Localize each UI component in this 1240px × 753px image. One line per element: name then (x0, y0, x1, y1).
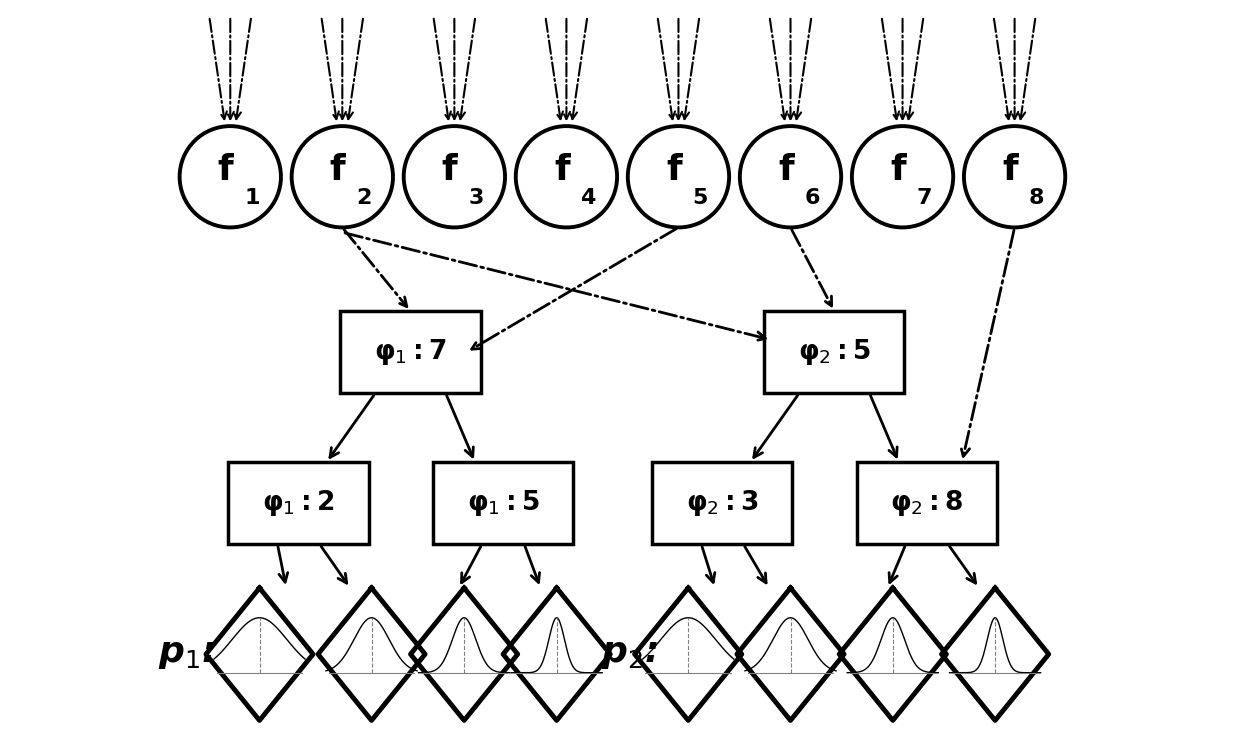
Text: $\mathbf{6}$: $\mathbf{6}$ (804, 187, 820, 209)
Text: $\mathbf{8}$: $\mathbf{8}$ (1028, 187, 1044, 209)
Bar (652, 462, 792, 544)
Text: $\mathbf{f}$: $\mathbf{f}$ (889, 153, 908, 187)
Bar (433, 462, 573, 544)
Polygon shape (737, 588, 844, 721)
Bar (340, 311, 481, 393)
Text: $\boldsymbol{p}_1$:: $\boldsymbol{p}_1$: (157, 637, 215, 671)
Text: $\mathbf{7}$: $\mathbf{7}$ (916, 187, 932, 209)
Polygon shape (503, 588, 610, 721)
Text: $\boldsymbol{\varphi}_2\mathbf{:8}$: $\boldsymbol{\varphi}_2\mathbf{:8}$ (890, 488, 963, 518)
Text: $\boldsymbol{\varphi}_1\mathbf{:5}$: $\boldsymbol{\varphi}_1\mathbf{:5}$ (466, 488, 539, 518)
Text: $\mathbf{3}$: $\mathbf{3}$ (467, 187, 484, 209)
Text: $\boldsymbol{\varphi}_2\mathbf{:3}$: $\boldsymbol{\varphi}_2\mathbf{:3}$ (686, 488, 759, 518)
Text: $\mathbf{2}$: $\mathbf{2}$ (356, 187, 372, 209)
Text: $\boldsymbol{\varphi}_1\mathbf{:7}$: $\boldsymbol{\varphi}_1\mathbf{:7}$ (374, 337, 446, 367)
Bar (228, 462, 368, 544)
Text: $\mathbf{1}$: $\mathbf{1}$ (244, 187, 259, 209)
Text: $\mathbf{f}$: $\mathbf{f}$ (666, 153, 683, 187)
Text: $\mathbf{4}$: $\mathbf{4}$ (579, 187, 596, 209)
Bar (857, 462, 997, 544)
Text: $\mathbf{f}$: $\mathbf{f}$ (553, 153, 572, 187)
Text: $\mathbf{f}$: $\mathbf{f}$ (441, 153, 460, 187)
Text: $\boldsymbol{\varphi}_2\mathbf{:5}$: $\boldsymbol{\varphi}_2\mathbf{:5}$ (799, 337, 870, 367)
Polygon shape (941, 588, 1049, 721)
Polygon shape (839, 588, 946, 721)
Text: $\mathbf{f}$: $\mathbf{f}$ (330, 153, 347, 187)
Polygon shape (410, 588, 517, 721)
Text: $\mathbf{f}$: $\mathbf{f}$ (1002, 153, 1019, 187)
Text: $\mathbf{5}$: $\mathbf{5}$ (692, 187, 708, 209)
Bar (764, 311, 904, 393)
Text: $\mathbf{f}$: $\mathbf{f}$ (217, 153, 236, 187)
Text: $\boldsymbol{p}_2$:: $\boldsymbol{p}_2$: (601, 637, 658, 671)
Polygon shape (206, 588, 312, 721)
Polygon shape (635, 588, 742, 721)
Text: $\boldsymbol{\varphi}_1\mathbf{:2}$: $\boldsymbol{\varphi}_1\mathbf{:2}$ (263, 488, 335, 518)
Polygon shape (317, 588, 425, 721)
Text: $\mathbf{f}$: $\mathbf{f}$ (777, 153, 796, 187)
